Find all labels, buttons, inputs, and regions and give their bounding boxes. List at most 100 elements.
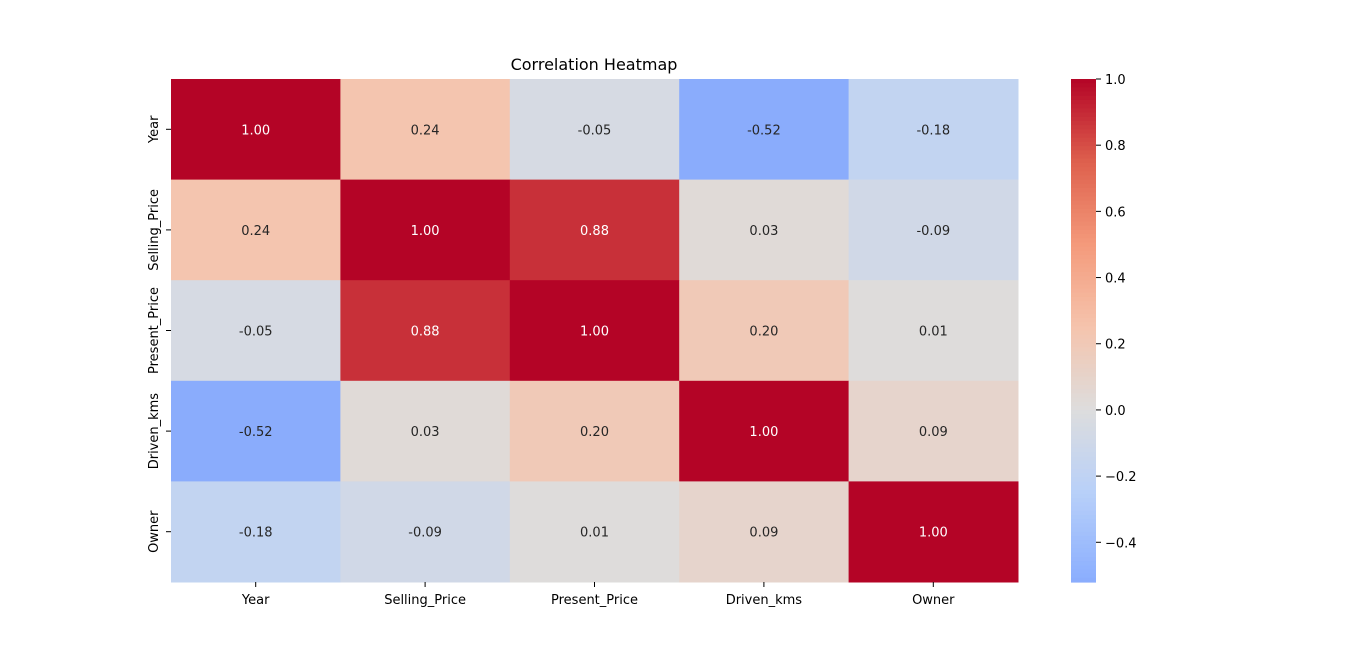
colorbar-segment — [1071, 116, 1096, 122]
heatmap-annotation-2-1: 0.88 — [411, 325, 440, 340]
colorbar-segment — [1071, 514, 1096, 520]
colorbar-segment — [1071, 544, 1096, 550]
colorbar-segment — [1071, 493, 1096, 499]
heatmap-annotation-4-1: -0.09 — [408, 526, 442, 541]
y-tick-label-3: Driven_kms — [147, 393, 162, 470]
colorbar-segment — [1071, 313, 1096, 319]
colorbar-segment — [1071, 133, 1096, 139]
colorbar-segment — [1071, 192, 1096, 197]
heatmap-cell-3-1 — [340, 380, 511, 482]
colorbar-segment — [1071, 577, 1096, 583]
heatmap-cell-4-4 — [848, 481, 1019, 583]
heatmap-cell-0-0 — [171, 79, 341, 181]
colorbar-segment — [1071, 196, 1096, 202]
heatmap-cell-3-4 — [848, 380, 1019, 482]
colorbar-segment — [1071, 435, 1096, 441]
heatmap-cell-0-2 — [509, 79, 680, 181]
heatmap-cell-3-3 — [679, 380, 850, 482]
heatmap-cell-0-4 — [848, 79, 1019, 181]
x-tick-label-0: Year — [241, 593, 270, 608]
heatmap-cell-1-1 — [340, 179, 511, 281]
colorbar-segment — [1071, 175, 1096, 181]
colorbar-segment — [1071, 418, 1096, 424]
colorbar-segment — [1071, 565, 1096, 571]
colorbar-segment — [1071, 158, 1096, 164]
colorbar-segment — [1071, 405, 1096, 411]
colorbar-tick-label-1: 0.8 — [1105, 139, 1126, 154]
x-tick-label-3: Driven_kms — [726, 593, 803, 608]
colorbar-segment — [1071, 267, 1096, 273]
colorbar-segment — [1071, 305, 1096, 311]
x-axis-ticks: Year Selling_Price Present_Price Driven_kms… — [241, 582, 955, 608]
heatmap-annotation-1-3: 0.03 — [749, 224, 778, 239]
colorbar-segment — [1071, 292, 1096, 298]
colorbar-segment — [1071, 91, 1096, 97]
colorbar-segment — [1071, 364, 1096, 369]
colorbar-segment — [1071, 326, 1096, 332]
colorbar-segment — [1071, 309, 1096, 315]
colorbar-segment — [1071, 523, 1096, 529]
colorbar-segment — [1071, 481, 1096, 487]
colorbar-segment — [1071, 410, 1096, 415]
heatmap-annotation-4-4: 1.00 — [919, 526, 948, 541]
heatmap-annotation-1-1: 1.00 — [411, 224, 440, 239]
colorbar-segment — [1071, 183, 1096, 189]
heatmap-cell-2-2 — [509, 280, 680, 382]
colorbar-segment — [1071, 569, 1096, 575]
colorbar-segment — [1071, 162, 1096, 168]
heatmap-cell-1-2 — [509, 179, 680, 281]
colorbar-tick-label-5: 0.0 — [1105, 404, 1126, 419]
colorbar-tick-label-6: −0.2 — [1105, 470, 1137, 485]
colorbar-segment — [1071, 477, 1096, 482]
colorbar-segment — [1071, 531, 1096, 537]
colorbar-segment — [1071, 204, 1096, 210]
colorbar-segment — [1071, 473, 1096, 478]
colorbar-segment — [1071, 393, 1096, 399]
colorbar-segment — [1071, 99, 1096, 105]
y-axis-ticks: Year Selling_Price Present_Price Driven_kms… — [147, 115, 171, 553]
colorbar-segment — [1071, 468, 1096, 474]
colorbar-segment — [1071, 322, 1096, 327]
heatmap-cell-2-3 — [679, 280, 850, 382]
colorbar-segment — [1071, 87, 1096, 93]
colorbar-tick-label-7: −0.4 — [1105, 536, 1137, 551]
colorbar-segment — [1071, 288, 1096, 294]
colorbar-tick-label-4: 0.2 — [1105, 338, 1126, 353]
colorbar-segment — [1071, 355, 1096, 361]
colorbar-segment — [1071, 120, 1096, 126]
heatmap-annotation-3-2: 0.20 — [580, 425, 609, 440]
colorbar-segment — [1071, 255, 1096, 260]
heatmap-annotation-3-1: 0.03 — [411, 425, 440, 440]
heatmap-annotation-4-2: 0.01 — [580, 526, 609, 541]
heatmap-annotation-0-1: 0.24 — [411, 123, 440, 138]
y-tick-label-0: Year — [147, 115, 162, 144]
colorbar-segment — [1071, 167, 1096, 172]
heatmap-cell-4-3 — [679, 481, 850, 583]
colorbar-segment — [1071, 401, 1096, 407]
colorbar-segment — [1071, 301, 1096, 306]
heatmap-annotation-0-0: 1.00 — [241, 123, 270, 138]
colorbar-segment — [1071, 368, 1096, 374]
x-tick-label-4: Owner — [912, 593, 955, 608]
colorbar-segment — [1071, 125, 1096, 130]
heatmap-annotation-2-2: 1.00 — [580, 325, 609, 340]
colorbar-tick-label-2: 0.6 — [1105, 205, 1126, 220]
colorbar-segment — [1071, 213, 1096, 218]
colorbar-segment — [1071, 238, 1096, 244]
colorbar-segment — [1071, 426, 1096, 432]
heatmap-cell-0-1 — [340, 79, 511, 181]
y-tick-label-1: Selling_Price — [147, 189, 162, 271]
colorbar-segment — [1071, 506, 1096, 512]
colorbar-segment — [1071, 456, 1096, 462]
colorbar-segment — [1071, 83, 1096, 88]
colorbar-segment — [1071, 225, 1096, 231]
heatmap-cell-0-3 — [679, 79, 850, 181]
colorbar-segment — [1071, 280, 1096, 285]
colorbar-segment — [1071, 317, 1096, 323]
colorbar-segment — [1071, 384, 1096, 390]
colorbar-segment — [1071, 372, 1096, 378]
colorbar-segment — [1071, 540, 1096, 545]
colorbar-segment — [1071, 137, 1096, 143]
heatmap-annotation-1-4: -0.09 — [916, 224, 950, 239]
